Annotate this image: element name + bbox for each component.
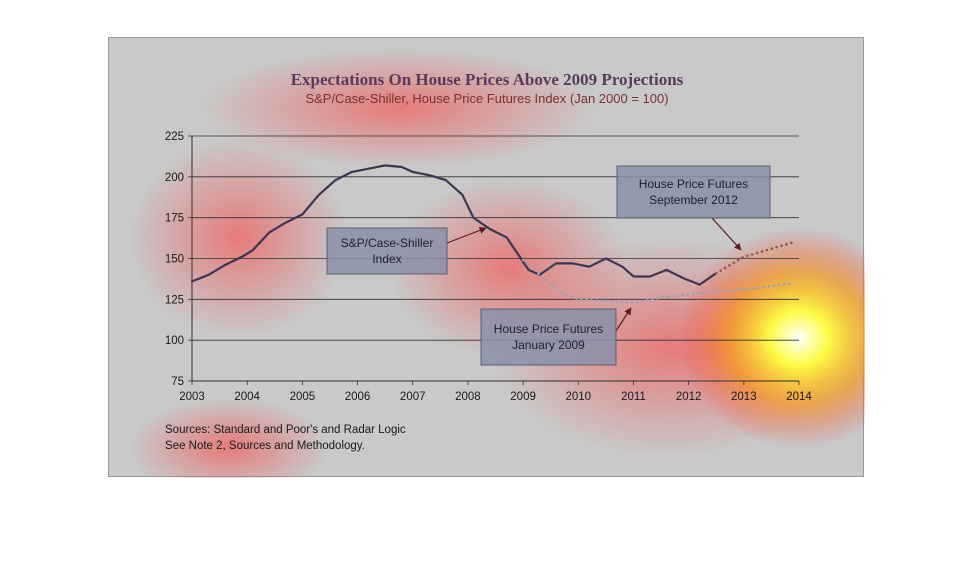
x-tick-label: 2010: [565, 391, 591, 403]
chart-frame: Expectations On House Prices Above 2009 …: [108, 37, 865, 478]
x-tick-label: 2003: [179, 391, 205, 403]
series-layer: [190, 164, 795, 304]
x-tick-label: 2009: [510, 391, 536, 403]
x-tick-label: 2011: [621, 391, 646, 403]
x-tick-label: 2004: [234, 391, 260, 403]
y-tick-label: 125: [165, 294, 184, 306]
x-tick-label: 2006: [345, 391, 371, 403]
callout-jan: House Price Futures January 2009: [480, 307, 632, 366]
chart-title: Expectations On House Prices Above 2009 …: [291, 70, 684, 89]
source-line-2: See Note 2, Sources and Methodology.: [165, 440, 365, 452]
y-tick-label: 225: [165, 131, 184, 143]
chart-subtitle: S&P/Case-Shiller, House Price Futures In…: [305, 91, 668, 106]
callout-text: House Price Futures: [639, 177, 748, 191]
callout-sep: House Price Futures September 2012: [616, 165, 771, 251]
y-axis: 75 100 125 150 175 200 225: [165, 131, 193, 388]
callout-text: House Price Futures: [494, 322, 603, 336]
x-tick-label: 2005: [290, 391, 316, 403]
x-tick-label: 2013: [731, 391, 757, 403]
x-axis: 2003 2004 2005 2006 2007 2008 2009 2010 2011 2012…: [179, 380, 812, 403]
x-tick-label: 2007: [400, 391, 426, 403]
callout-arrow: [711, 217, 742, 251]
y-tick-label: 150: [165, 254, 184, 266]
callout-box: [616, 165, 771, 219]
y-tick-label: 100: [165, 335, 184, 347]
x-tick-label: 2014: [786, 391, 812, 403]
callout-arrow: [615, 307, 632, 332]
x-tick-label: 2008: [455, 391, 481, 403]
source-line-1: Sources: Standard and Poor's and Radar L…: [165, 424, 406, 436]
heatmap-overlay: [129, 48, 865, 478]
series-futures_jan_2009: [521, 258, 795, 304]
callout-text: September 2012: [649, 193, 738, 207]
y-tick-label: 200: [165, 172, 184, 184]
y-tick-label: 175: [165, 213, 184, 225]
callout-text: Index: [372, 252, 401, 266]
callout-text: January 2009: [512, 338, 585, 352]
annotations: S&P/Case-Shiller Index House Price Futures…: [326, 165, 771, 366]
callout-arrow: [446, 226, 487, 244]
series-futures_sep_2012: [714, 240, 795, 275]
x-tick-label: 2012: [676, 391, 702, 403]
y-tick-label: 75: [171, 376, 184, 388]
callout-cs: S&P/Case-Shiller Index: [326, 226, 487, 275]
callout-box: [480, 308, 617, 366]
series-cs_index: [190, 164, 718, 286]
callout-box: [326, 227, 448, 275]
chart-svg: Expectations On House Prices Above 2009 …: [129, 48, 865, 478]
callout-text: S&P/Case-Shiller: [341, 236, 434, 250]
